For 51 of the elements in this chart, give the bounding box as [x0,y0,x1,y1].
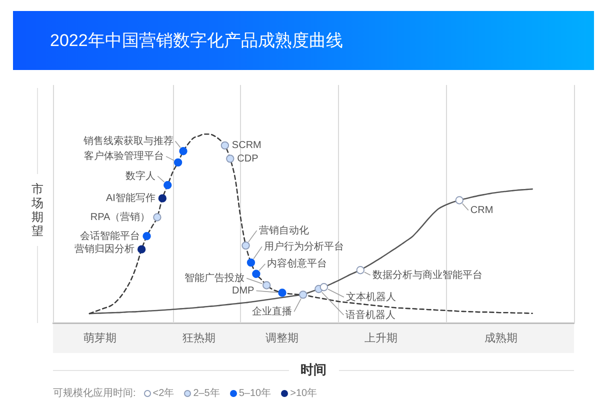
x-tick-label: 调整期 [266,332,299,345]
annotation: 文本机器人 [346,290,396,303]
annotation: SCRM [232,140,262,152]
point [262,281,271,290]
point [356,266,364,274]
x-axis-title: 时间 [300,361,326,379]
point [455,196,464,204]
annotation: 会话智能平台 [80,230,140,242]
annotation: 数据分析与商业智能平台 [372,268,482,281]
legend-label: 5–10年 [238,387,272,400]
annotation: 销售线索获取与推荐 [82,134,174,147]
legend-label: <2年 [152,387,174,400]
header-banner: 2022年中国营销数字化产品成熟度曲线 [13,11,594,70]
annotation: 营销自动化 [258,224,309,236]
annotation: RPA（营销） [90,210,150,223]
annotation: 企业直播 [252,305,292,318]
point [164,181,172,190]
annotation: 数字人 [126,170,156,182]
annotation: 客户体验管理平台 [84,150,164,162]
point [246,258,256,267]
point [142,232,151,240]
legend-label: >10年 [290,387,318,400]
annotation: 用户行为分析平台 [264,240,344,252]
annotation: CRM [470,204,494,216]
annotation: 营销归因分析 [74,243,135,256]
legend-label: 2–5年 [193,387,220,400]
annotation: 语音机器人 [346,308,396,321]
point [220,141,230,150]
point [278,288,286,297]
point [252,270,260,278]
y-axis-title: 市场期望 [31,182,44,238]
x-tick-label: 萌芽期 [83,332,116,345]
point [320,283,328,292]
x-tick-label: 成熟期 [484,332,518,345]
annotation: AI智能写作 [106,192,156,204]
annotation: CDP [237,153,259,164]
x-tick-label: 上升期 [364,332,398,345]
point [153,213,162,222]
point [179,147,188,156]
annotation: 内容创意平台 [267,258,328,270]
point [137,245,146,254]
x-tick-label: 狂热期 [182,332,216,345]
point [174,158,182,167]
point [226,154,234,163]
point [242,241,250,250]
annotation: DMP [232,286,255,297]
point [298,290,308,299]
chart-title: 2022年中国营销数字化产品成熟度曲线 [50,30,343,52]
annotation: 智能广告投放 [184,272,245,284]
legend-title: 可规模化应用时间: [53,386,136,400]
point [158,194,167,202]
